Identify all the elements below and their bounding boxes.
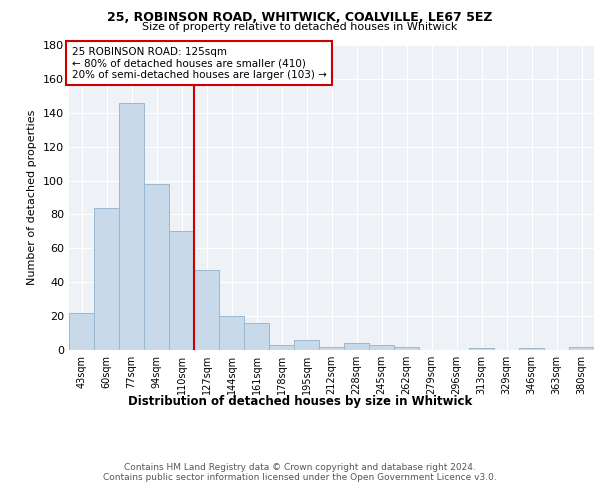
Bar bbox=[144, 184, 169, 350]
Text: Size of property relative to detached houses in Whitwick: Size of property relative to detached ho… bbox=[142, 22, 458, 32]
Bar bbox=[344, 343, 369, 350]
Bar bbox=[219, 316, 244, 350]
Text: 25 ROBINSON ROAD: 125sqm
← 80% of detached houses are smaller (410)
20% of semi-: 25 ROBINSON ROAD: 125sqm ← 80% of detach… bbox=[71, 46, 326, 80]
Bar bbox=[519, 348, 544, 350]
Bar bbox=[169, 232, 194, 350]
Bar bbox=[294, 340, 319, 350]
Bar bbox=[119, 102, 144, 350]
Bar bbox=[244, 323, 269, 350]
Text: 25, ROBINSON ROAD, WHITWICK, COALVILLE, LE67 5EZ: 25, ROBINSON ROAD, WHITWICK, COALVILLE, … bbox=[107, 11, 493, 24]
Y-axis label: Number of detached properties: Number of detached properties bbox=[28, 110, 37, 285]
Bar bbox=[69, 312, 94, 350]
Bar bbox=[319, 346, 344, 350]
Text: Distribution of detached houses by size in Whitwick: Distribution of detached houses by size … bbox=[128, 395, 472, 408]
Bar bbox=[194, 270, 219, 350]
Bar bbox=[94, 208, 119, 350]
Bar bbox=[394, 346, 419, 350]
Text: Contains HM Land Registry data © Crown copyright and database right 2024.
Contai: Contains HM Land Registry data © Crown c… bbox=[103, 463, 497, 482]
Bar bbox=[469, 348, 494, 350]
Bar bbox=[369, 345, 394, 350]
Bar bbox=[269, 345, 294, 350]
Bar bbox=[569, 346, 594, 350]
